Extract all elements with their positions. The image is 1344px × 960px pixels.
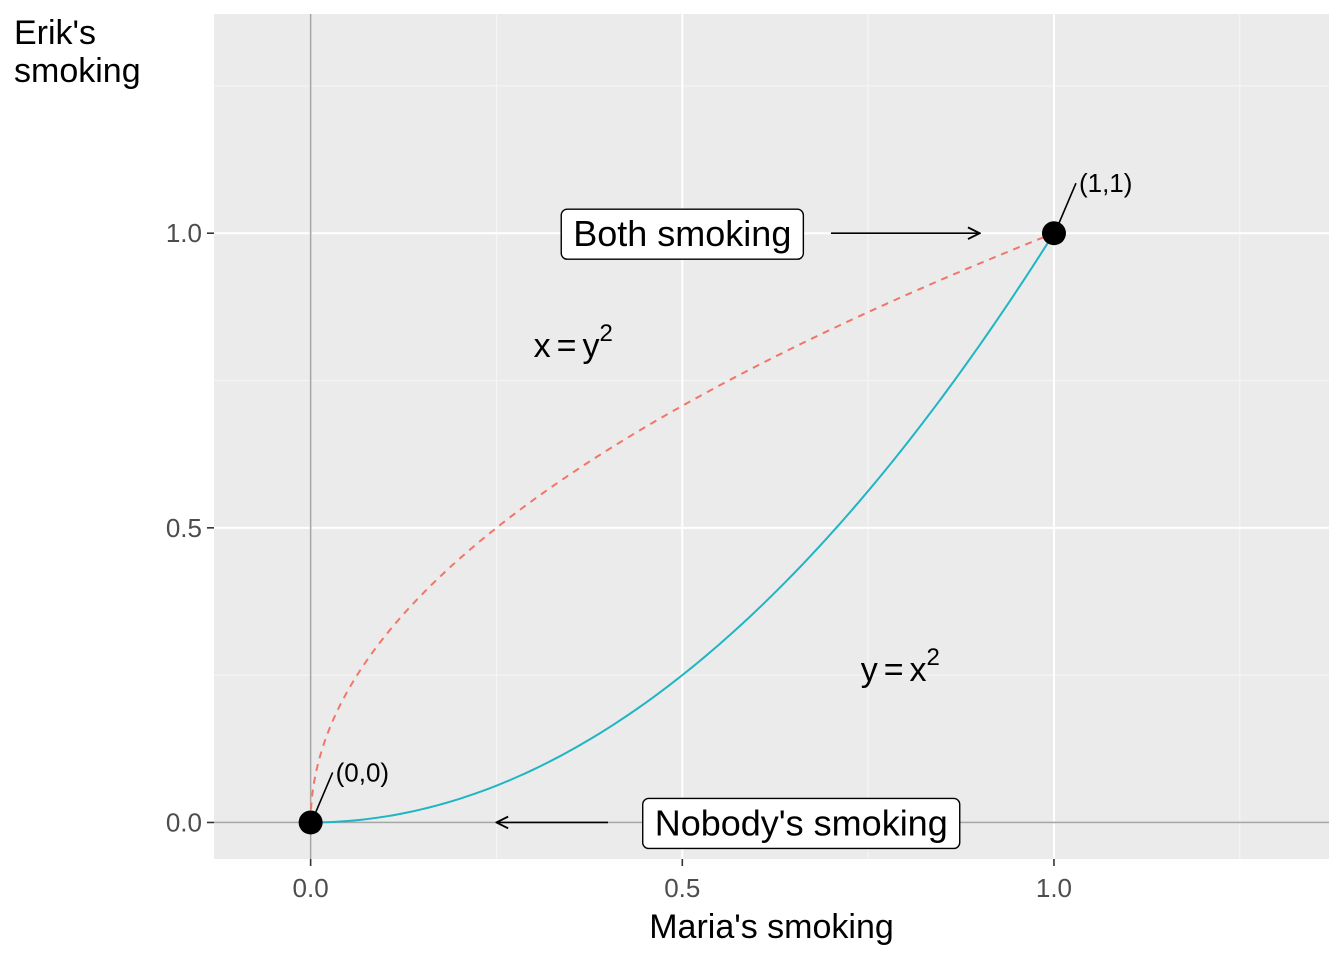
y-tick-label: 0.0 <box>166 807 202 837</box>
annotations: (0,0) (1,1) x = y2 y = x2 Both smoking Nobody's s… <box>298 168 1132 850</box>
series-group <box>309 232 1055 824</box>
nobody-smoking-label: Nobody's smoking <box>655 802 948 843</box>
y-tick-label: 0.5 <box>166 513 202 543</box>
curve-label-y-equals-x-squared: y = x2 <box>861 644 940 689</box>
nobody-smoking-label-box <box>642 797 961 850</box>
x-axis-title: Maria's smoking <box>649 908 894 946</box>
both-smoking-label-box <box>560 208 805 260</box>
y-tick-label: 1.0 <box>166 218 202 248</box>
y-axis-title-line-1: Erik's <box>14 14 96 52</box>
point-one-one <box>1041 221 1066 246</box>
grid-minor <box>214 14 1329 859</box>
panel-background <box>214 14 1329 859</box>
point-label-leader <box>1058 182 1077 224</box>
axis-ticks: 0.0 0.5 1.0 0.0 0.5 1.0 <box>166 218 1072 903</box>
point-origin <box>298 810 323 835</box>
point-label-leader <box>314 772 334 813</box>
series-y-equals-x-squared <box>310 232 1055 824</box>
both-smoking-label: Both smoking <box>573 213 791 254</box>
x-tick-label: 1.0 <box>1036 873 1072 903</box>
y-axis-title-line-2: smoking <box>14 52 141 90</box>
point-label-one-one: (1,1) <box>1079 168 1132 198</box>
x-tick-label: 0.0 <box>293 873 329 903</box>
curve-label-x-equals-y-squared: x = y2 <box>534 320 613 365</box>
point-label-origin: (0,0) <box>336 757 389 787</box>
x-tick-label: 0.5 <box>664 873 700 903</box>
series-x-equals-y-squared <box>309 232 1055 823</box>
